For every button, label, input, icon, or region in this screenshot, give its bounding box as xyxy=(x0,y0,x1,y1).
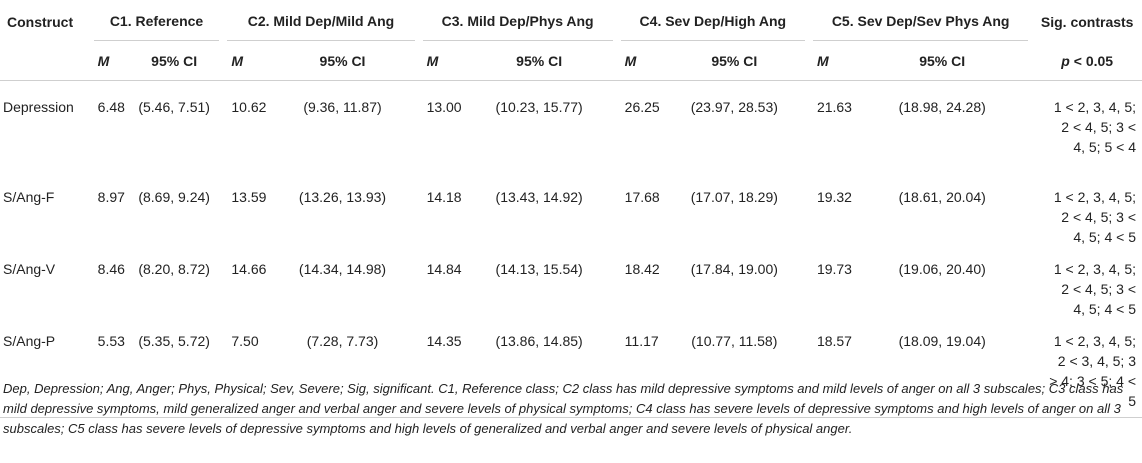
mean-cell: 14.18 xyxy=(426,189,462,205)
header-sub-row: M 95% CI M 95% CI M 95% CI M 95% CI M 95… xyxy=(0,42,1142,81)
ci-cell: (17.07, 18.29) xyxy=(690,189,778,205)
class-header-c1: C1. Reference xyxy=(90,2,224,42)
m-header: M xyxy=(89,42,125,81)
ci-cell: (5.35, 5.72) xyxy=(124,319,224,418)
ci-cell: (5.46, 7.51) xyxy=(138,99,210,115)
mean-cell: 14.84 xyxy=(426,261,462,277)
mean-cell: 26.25 xyxy=(624,99,660,115)
mean-cell: 13.00 xyxy=(426,99,462,115)
results-table: Construct C1. Reference C2. Mild Dep/Mil… xyxy=(0,2,1142,418)
ci-cell: (10.77, 11.58) xyxy=(659,319,809,418)
ci-cell: (17.84, 19.00) xyxy=(690,261,778,277)
ci-header: 95% CI xyxy=(124,42,224,81)
m-header: M xyxy=(616,42,660,81)
table-footnote: Dep, Depression; Ang, Anger; Phys, Physi… xyxy=(3,381,1124,436)
mean-cell: 8.97 xyxy=(97,189,125,205)
mean-cell: 19.32 xyxy=(816,189,852,205)
table-row: S/Ang-P 5.53 (5.35, 5.72) 7.50 (7.28, 7.… xyxy=(0,319,1142,418)
sig-cell: 1 < 2, 3, 4, 5; 2 < 4, 5; 3 < 4, 5; 4 < … xyxy=(1053,261,1136,317)
ci-cell: (9.36, 11.87) xyxy=(303,99,382,115)
ci-cell: (23.97, 28.53) xyxy=(690,99,778,115)
ci-cell: (18.61, 20.04) xyxy=(898,189,986,205)
mean-cell: 18.42 xyxy=(624,261,660,277)
construct-cell: S/Ang-V xyxy=(3,261,56,277)
class-header-c3: C3. Mild Dep/Phys Ang xyxy=(419,2,617,42)
sig-header: Sig. contrasts xyxy=(1040,13,1134,30)
class-header-c5: C5. Sev Dep/Sev Phys Ang xyxy=(809,2,1032,42)
m-header: M xyxy=(418,42,462,81)
mean-cell: 18.57 xyxy=(808,319,852,418)
mean-cell: 14.35 xyxy=(418,319,462,418)
ci-cell: (13.86, 14.85) xyxy=(461,319,617,418)
header-group-row: Construct C1. Reference C2. Mild Dep/Mil… xyxy=(0,2,1142,42)
ci-cell: (18.09, 19.04) xyxy=(851,319,1033,418)
construct-sub-header xyxy=(0,42,90,81)
m-header: M xyxy=(223,42,267,81)
ci-cell: (8.69, 9.24) xyxy=(138,189,210,205)
ci-cell: (13.26, 13.93) xyxy=(298,189,387,205)
ci-cell: (8.20, 8.72) xyxy=(138,261,210,277)
mean-cell: 6.48 xyxy=(97,99,125,115)
mean-cell: 21.63 xyxy=(816,99,852,115)
ci-cell: (18.98, 24.28) xyxy=(898,99,986,115)
class-header-c2: C2. Mild Dep/Mild Ang xyxy=(223,2,418,42)
mean-cell: 19.73 xyxy=(816,261,852,277)
sig-cell: 1 < 2, 3, 4, 5; 2 < 3, 4, 5; 3 > 4; 3 < … xyxy=(1032,319,1142,418)
m-header: M xyxy=(808,42,852,81)
construct-cell: S/Ang-P xyxy=(0,319,90,418)
table-row: Depression 6.48 (5.46, 7.51) 10.62 (9.36… xyxy=(0,81,1142,176)
mean-cell: 5.53 xyxy=(89,319,125,418)
mean-cell: 14.66 xyxy=(231,261,267,277)
class-header-c4: C4. Sev Dep/High Ang xyxy=(617,2,809,42)
construct-header: Construct xyxy=(7,13,74,30)
mean-cell: 10.62 xyxy=(231,99,267,115)
mean-cell: 7.50 xyxy=(223,319,267,418)
mean-cell: 17.68 xyxy=(624,189,660,205)
construct-cell: S/Ang-F xyxy=(3,189,55,205)
ci-header: 95% CI xyxy=(266,42,419,81)
ci-cell: (19.06, 20.40) xyxy=(898,261,986,277)
ci-header: 95% CI xyxy=(659,42,809,81)
mean-cell: 11.17 xyxy=(616,319,660,418)
ci-cell: (14.13, 15.54) xyxy=(495,261,583,277)
mean-cell: 8.46 xyxy=(97,261,125,277)
ci-cell: (7.28, 7.73) xyxy=(266,319,419,418)
ci-cell: (14.34, 14.98) xyxy=(298,261,387,277)
ci-cell: (10.23, 15.77) xyxy=(495,99,583,115)
mean-cell: 13.59 xyxy=(231,189,267,205)
sig-cell: 1 < 2, 3, 4, 5; 2 < 4, 5; 3 < 4, 5; 4 < … xyxy=(1053,189,1136,245)
ci-cell: (13.43, 14.92) xyxy=(495,189,583,205)
table-row: S/Ang-V 8.46 (8.20, 8.72) 14.66 (14.34, … xyxy=(0,247,1142,319)
sig-sub-header: p < 0.05 xyxy=(1032,42,1142,81)
ci-header: 95% CI xyxy=(851,42,1033,81)
ci-header: 95% CI xyxy=(461,42,617,81)
sig-cell: 1 < 2, 3, 4, 5; 2 < 4, 5; 3 < 4, 5; 5 < … xyxy=(1053,99,1136,155)
construct-cell: Depression xyxy=(3,99,74,115)
table-row: S/Ang-F 8.97 (8.69, 9.24) 13.59 (13.26, … xyxy=(0,175,1142,247)
